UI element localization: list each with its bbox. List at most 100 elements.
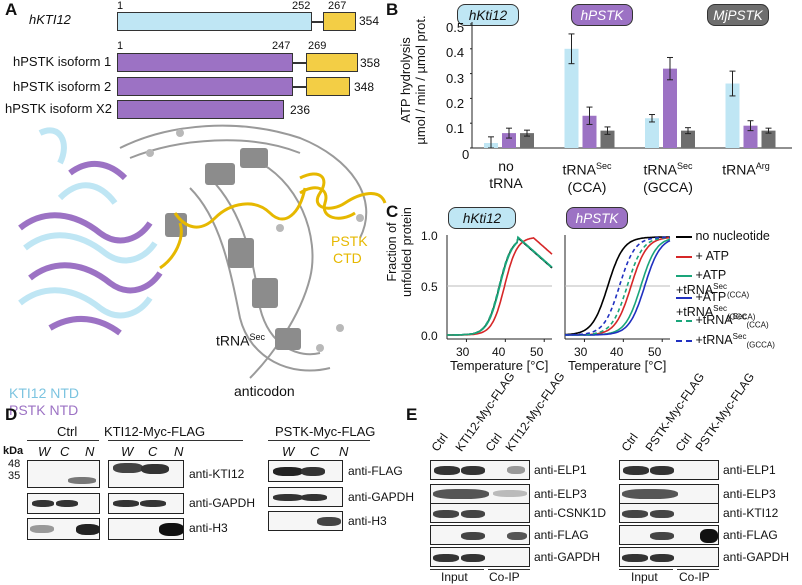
domain-name: hPSTK isoform X2 [5,101,112,116]
ytick: 0.2 [446,96,465,111]
boundary-label: 269 [308,40,327,52]
category-label: tRNASec (GCCA) [643,161,693,195]
antibody-label: anti-KTI12 [723,506,779,520]
panel-label-a: A [5,0,18,19]
blot [108,460,184,488]
blot [268,487,343,507]
bar [743,125,758,148]
ytick: 1.0 [421,229,438,243]
group-label-ctrl: Ctrl [57,424,78,439]
curve [564,236,670,336]
header-hkti12: hKti12 [457,4,519,26]
domain-name: hPSTK isoform 1 [13,54,112,69]
blot [268,511,343,531]
marker-label: 48 [8,458,21,470]
blot [430,503,530,523]
xtick: 40 [610,345,624,359]
divider [108,440,243,441]
blot [27,460,100,488]
c-ylabel: Fraction of unfolded protein [385,207,414,297]
antibody-label: anti-ELP3 [534,487,587,501]
divider [27,440,99,441]
ytick: 0.1 [446,121,465,136]
curve [447,236,553,336]
ytick: 0.5 [421,280,438,294]
domain-name: hPSTK isoform 2 [13,79,112,94]
xtick: 50 [648,345,662,359]
legend-item: + ATP [676,249,729,263]
pstk-ntd-domain [117,77,293,96]
column-label: Ctrl [618,430,641,454]
antibody-label: anti-H3 [348,514,387,528]
domain-name: hKTI12 [29,12,71,27]
antibody-label: anti-ELP1 [723,463,776,477]
xtick: 30 [456,345,470,359]
ytick: 0 [462,147,470,162]
group-label-pstk: PSTK-Myc-FLAG [275,424,376,439]
blot [108,518,184,540]
antibody-label: anti-GAPDH [723,550,790,564]
ytick: 0.3 [446,71,465,86]
xtick: 30 [574,345,588,359]
panel-label-e: E [406,405,418,424]
c2-xlabel: Temperature [°C] [568,358,667,373]
antibody-label: anti-GAPDH [534,550,601,564]
title-hkti12: hKti12 [448,207,516,229]
title-hpstk: hPSTK [566,207,628,229]
atp-hydrolysis-chart [470,22,792,149]
blot [430,525,530,545]
bar [761,130,776,148]
start-label: 1 [117,0,124,12]
antibody-label: anti-FLAG [534,528,589,542]
bar [645,118,659,148]
blot [430,547,530,567]
panel-label-d: D [5,405,18,424]
end-label: 348 [354,80,375,94]
start-label: 1 [117,40,124,52]
structure-illustration [18,124,387,379]
blot [27,493,100,514]
column-label: Ctrl [672,430,695,454]
antibody-label: anti-FLAG [723,528,778,542]
pstk-ntd-domain [117,53,293,72]
ytick: 0.0 [421,329,438,343]
marker-label: 35 [8,470,21,482]
pstk-ctd-domain [306,53,358,72]
coip-label: Co-IP [489,570,520,584]
blot [430,484,530,504]
boundary-label: 267 [328,0,347,12]
bar [600,130,615,148]
legend-item: +ATP +tRNASec(GCCA) [676,290,756,322]
antibody-label: anti-KTI12 [189,467,245,481]
category-label: no tRNA [489,158,523,191]
boundary-label: 247 [272,40,291,52]
pstk-ctd-domain [306,77,350,96]
linker [292,86,307,88]
melting-curve-hpstk [564,235,671,342]
curve [565,236,671,336]
pstk-ctd-label: PSTK [331,233,368,249]
blot [619,547,719,567]
antibody-label: anti-CSNK1D [534,506,607,520]
coip-label: Co-IP [679,570,710,584]
end-label: 236 [290,103,311,117]
legend-item: +tRNASec(CCA) [676,312,769,330]
bar [725,83,740,148]
blot [619,484,719,504]
ytick: 0.5 [446,20,465,35]
pstk-ntd-label: PSTK NTD [9,402,79,418]
kti12-ctd-domain [323,12,356,31]
header-hpstk: hPSTK [571,4,633,26]
bar [564,48,579,148]
kda-label: kDa [3,445,24,457]
divider [677,569,719,570]
divider [488,569,530,570]
boundary-label: 252 [292,0,311,12]
antibody-label: anti-FLAG [348,464,403,478]
xtick: 50 [530,345,544,359]
b-ylabel: ATP hydrolysis µmol / min / µmol prot. [398,15,428,145]
c1-xlabel: Temperature [°C] [450,358,549,373]
divider [430,569,484,570]
trna-label: tRNASec [216,332,265,349]
ytick: 0.4 [446,45,465,60]
